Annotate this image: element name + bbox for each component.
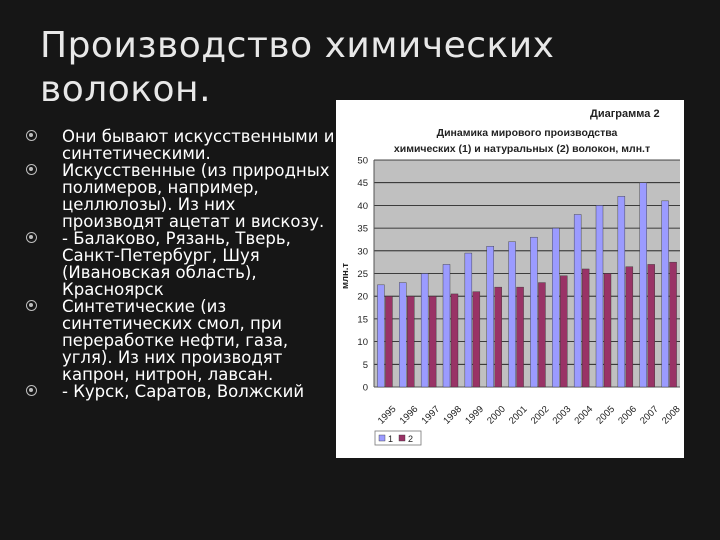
bullet-text: Синтетические (из синтетических смол, пр…: [62, 297, 289, 384]
x-tick-label: 2000: [485, 404, 508, 427]
y-tick-label: 10: [357, 337, 368, 348]
bar-series-1: [639, 182, 647, 388]
bullet-item: - Курск, Саратов, Волжский: [20, 383, 340, 400]
y-tick-label: 0: [363, 383, 368, 394]
bar-series-1: [552, 227, 560, 388]
bar-chart: Диаграмма 2 Динамика мирового производств…: [340, 108, 683, 446]
chart-title-line-1: Динамика мирового производства: [437, 127, 618, 139]
y-tick-label: 20: [357, 292, 368, 303]
bullet-text: Искусственные (из природных полимеров, н…: [62, 161, 330, 231]
bar-series-2: [581, 268, 590, 388]
slide-title-line-2: волокон.: [40, 69, 212, 110]
bar-series-1: [530, 236, 538, 388]
bar-series-1: [661, 200, 669, 388]
y-tick-label: 50: [357, 156, 368, 167]
bar-series-1: [508, 241, 516, 388]
x-tick-label: 2003: [551, 404, 574, 427]
bar-series-2: [603, 273, 612, 388]
bar-series-1: [595, 205, 604, 388]
legend-label-1: 1: [388, 434, 393, 444]
legend-box: [374, 430, 422, 446]
circle-bullet-icon: [26, 130, 37, 141]
bar-series-2: [450, 293, 459, 388]
bar-series-1: [377, 284, 385, 388]
x-tick-label: 1996: [398, 404, 421, 427]
x-tick-label: 1995: [376, 404, 399, 427]
chart-title-line-2: химических (1) и натуральных (2) волокон…: [394, 143, 650, 155]
x-tick-label: 2004: [573, 404, 596, 427]
bar-series-2: [625, 266, 634, 388]
circle-bullet-icon: [26, 300, 37, 311]
bar-series-2: [516, 286, 524, 388]
x-tick-label: 2002: [529, 404, 552, 427]
x-tick-label: 1997: [420, 404, 443, 427]
bar-series-2: [494, 286, 502, 388]
circle-bullet-icon: [26, 164, 37, 175]
legend-label-2: 2: [408, 434, 413, 444]
y-tick-label: 35: [357, 224, 368, 235]
circle-bullet-icon: [26, 385, 37, 396]
x-tick-label: 2001: [507, 404, 530, 427]
x-tick-label: 2008: [660, 404, 683, 427]
bullet-text: - Курск, Саратов, Волжский: [62, 382, 305, 401]
y-axis-label: млн.т: [340, 263, 351, 289]
bullet-text: Они бывают искусственными и синтетически…: [62, 127, 335, 163]
legend-swatch-1: [378, 434, 386, 442]
chart-panel: Диаграмма 2 Динамика мирового производств…: [336, 100, 684, 458]
bullet-item: - Балаково, Рязань, Тверь, Санкт-Петербу…: [20, 230, 340, 298]
bullet-item: Они бывают искусственными и синтетически…: [20, 128, 340, 162]
x-tick-label: 2006: [616, 404, 639, 427]
bar-series-2: [385, 295, 393, 388]
x-tick-label: 1999: [463, 404, 486, 427]
bar-series-2: [669, 261, 677, 388]
bar-series-1: [573, 214, 582, 388]
bar-series-1: [420, 273, 429, 388]
bar-series-1: [399, 282, 407, 388]
bullet-item: Искусственные (из природных полимеров, н…: [20, 162, 340, 230]
bar-series-2: [407, 295, 415, 388]
bar-series-2: [560, 275, 568, 388]
x-tick-label: 2005: [594, 404, 617, 427]
circle-bullet-icon: [26, 232, 37, 243]
x-tick-label: 2007: [638, 404, 661, 427]
chart-label: Диаграмма 2: [590, 108, 660, 120]
x-tick-label: 1998: [441, 404, 464, 427]
bar-series-1: [442, 264, 451, 388]
bar-series-1: [617, 196, 626, 388]
y-tick-label: 25: [357, 269, 368, 280]
slide-title: Производство химических волокон.: [40, 24, 560, 112]
bar-series-1: [486, 246, 494, 388]
y-tick-label: 30: [357, 246, 368, 257]
bar-series-1: [464, 252, 473, 388]
y-tick-label: 45: [357, 178, 368, 189]
bar-series-2: [647, 264, 655, 388]
bullet-text: - Балаково, Рязань, Тверь, Санкт-Петербу…: [62, 229, 291, 299]
y-tick-label: 15: [357, 314, 368, 325]
bar-series-2: [538, 282, 546, 388]
bullet-list: Они бывают искусственными и синтетически…: [20, 128, 340, 400]
y-tick-label: 5: [363, 360, 368, 371]
bullet-item: Синтетические (из синтетических смол, пр…: [20, 298, 340, 383]
y-tick-label: 40: [357, 201, 368, 212]
bar-series-2: [428, 295, 437, 388]
legend-swatch-2: [398, 434, 406, 442]
bar-series-2: [472, 291, 481, 388]
slide-title-line-1: Производство химических: [40, 25, 555, 66]
